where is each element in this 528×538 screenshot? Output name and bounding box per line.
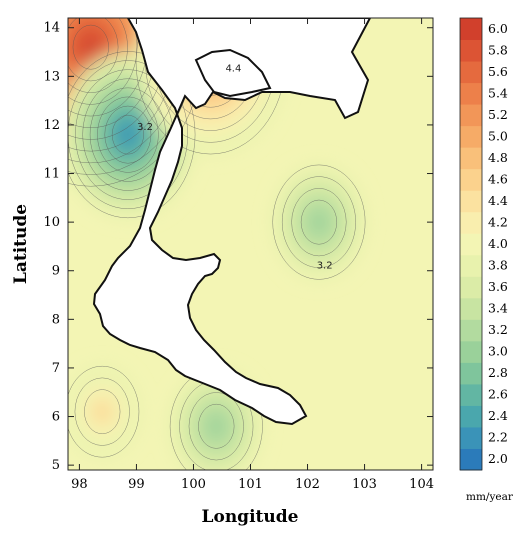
colorbar-swatch	[460, 18, 482, 41]
field-ring	[93, 401, 111, 423]
colorbar-label: 4.8	[488, 150, 508, 165]
colorbar-swatch	[460, 190, 482, 213]
x-axis: 98 99 100 101 102 103 104	[71, 18, 434, 492]
x-tick-label: 104	[409, 477, 434, 492]
contour-line	[188, 392, 244, 461]
contour-value-label: 4.4	[225, 63, 241, 74]
contour-line	[272, 164, 366, 280]
contour-value-label: 3.2	[317, 260, 333, 271]
colorbar-swatch	[460, 211, 482, 234]
colorbar-unit: mm/year	[466, 491, 514, 503]
colorbar-label: 5.2	[488, 107, 508, 122]
colorbar-frame	[459, 17, 483, 471]
colorbar-swatch	[460, 168, 482, 191]
y-tick-label: 11	[43, 167, 60, 182]
x-tick-label: 101	[238, 477, 263, 492]
contour-line	[291, 188, 347, 257]
y-tick-label: 13	[43, 69, 60, 84]
colorbar-label: 2.4	[488, 408, 508, 423]
colorbar-label: 5.4	[488, 85, 508, 100]
colorbar-swatch	[460, 104, 482, 127]
colorbar-swatch	[460, 233, 482, 256]
colorbar-swatch	[460, 340, 482, 363]
plot-area	[68, 18, 433, 470]
y-tick-label: 6	[52, 410, 60, 425]
y-tick-label: 14	[43, 21, 60, 36]
colorbar-label: 3.2	[488, 322, 508, 337]
colorbar-swatch	[460, 426, 482, 449]
y-tick-label: 7	[52, 361, 60, 376]
field-ring	[82, 36, 100, 58]
contour-line	[72, 24, 109, 70]
contour-line	[97, 96, 159, 173]
contour-value-label: 3.2	[137, 122, 153, 133]
x-tick-label: 102	[295, 477, 320, 492]
colorbar-label: 4.4	[488, 193, 508, 208]
colorbar-swatch	[460, 125, 482, 148]
contour-line	[74, 377, 130, 446]
colorbar-swatch	[460, 61, 482, 84]
contour-line	[111, 114, 144, 155]
colorbar-swatch	[460, 297, 482, 320]
colorbar-label: 4.2	[488, 214, 508, 229]
y-tick-label: 12	[43, 118, 60, 133]
colorbar-swatch	[460, 276, 482, 299]
contour-labels: 4.4 3.2 3.2	[137, 63, 333, 271]
y-axis-title: Latitude	[11, 204, 31, 284]
field-ring	[119, 124, 137, 146]
contour-line	[281, 176, 356, 268]
colorbar-swatch	[460, 319, 482, 342]
x-tick-label: 100	[181, 477, 206, 492]
field-ring	[310, 211, 328, 233]
contour-line	[68, 365, 140, 458]
colorbar: 2.0 2.2 2.4 2.6 2.8 3.0 3.2 3.4 3.6 3.8 4.0 4.2 4.4 4…	[459, 17, 508, 471]
colorbar-label: 2.2	[488, 430, 508, 445]
contour-line	[198, 403, 235, 449]
land-bangkok-peninsula	[194, 48, 272, 98]
y-tick-label: 8	[52, 312, 60, 327]
contour-line	[68, 18, 119, 82]
contour-line	[68, 51, 196, 219]
colorbar-swatch	[460, 147, 482, 170]
colorbar-label: 2.8	[488, 365, 508, 380]
colorbar-label: 5.6	[488, 64, 508, 79]
x-tick-label: 98	[71, 477, 88, 492]
contour-line	[300, 199, 338, 245]
colorbar-label: 4.0	[488, 236, 508, 251]
x-axis-title: Longitude	[202, 507, 299, 527]
colorbar-label: 3.6	[488, 279, 508, 294]
colorbar-label: 5.0	[488, 128, 508, 143]
colorbar-swatch	[460, 405, 482, 428]
colorbar-swatch	[460, 82, 482, 105]
contour-line	[84, 389, 121, 435]
colorbar-label: 2.6	[488, 387, 508, 402]
y-tick-label: 9	[52, 264, 60, 279]
colorbar-swatch	[460, 39, 482, 62]
x-tick-label: 103	[352, 477, 377, 492]
colorbar-swatch	[460, 448, 482, 471]
field-ring	[207, 415, 225, 437]
y-tick-label: 5	[52, 458, 60, 473]
colorbar-swatch	[460, 254, 482, 277]
colorbar-label: 6.0	[488, 21, 508, 36]
contour-line	[104, 105, 152, 164]
y-tick-label: 10	[43, 215, 60, 230]
contour-line	[68, 18, 128, 93]
contour-line	[89, 87, 166, 182]
colorbar-label: 2.0	[488, 451, 508, 466]
y-axis: 5 6 7 8 9 10 11 12 13 14	[43, 21, 433, 473]
colorbar-label: 3.4	[488, 301, 508, 316]
land-thai-central	[92, 18, 372, 426]
colorbar-swatch	[460, 383, 482, 406]
colorbar-label: 3.0	[488, 344, 508, 359]
colorbar-label: 4.6	[488, 171, 508, 186]
x-tick-label: 99	[128, 477, 145, 492]
colorbar-label: 3.8	[488, 258, 508, 273]
colorbar-swatch	[460, 362, 482, 385]
colorbar-label: 5.8	[488, 42, 508, 57]
